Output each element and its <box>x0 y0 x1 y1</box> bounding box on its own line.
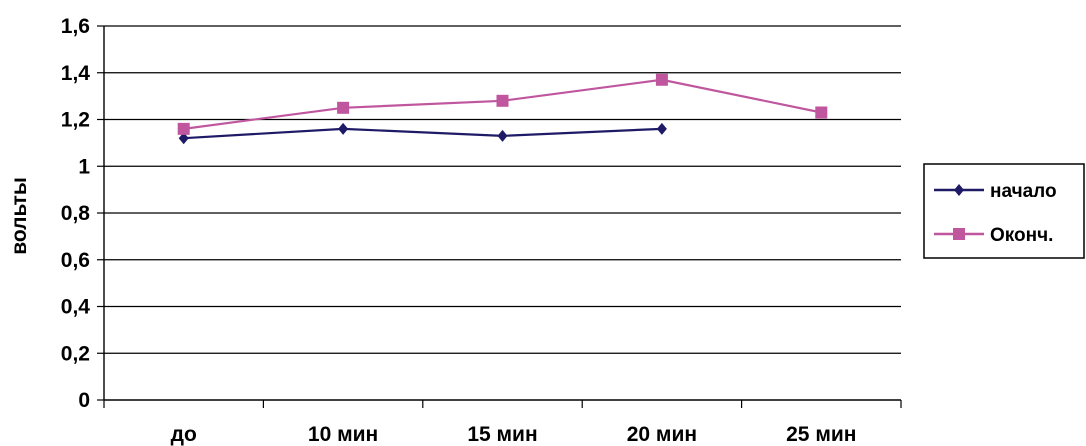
legend-label: Оконч. <box>990 225 1053 246</box>
y-tick-label: 0,2 <box>61 342 90 365</box>
axes <box>97 25 902 408</box>
y-tick-label: 1,6 <box>61 15 90 38</box>
series-1 <box>178 122 667 145</box>
y-axis-title: вольты <box>8 177 31 255</box>
x-tick-label: 15 мин <box>467 423 537 446</box>
legend-marker <box>954 184 964 196</box>
data-point <box>178 132 189 145</box>
y-tick-label: 0,4 <box>61 296 91 319</box>
y-tick-label: 0,8 <box>61 202 91 225</box>
data-point <box>815 106 828 119</box>
y-tick-label: 1,2 <box>61 109 90 132</box>
series-line <box>183 127 662 140</box>
y-tick-label: 1 <box>78 155 90 178</box>
data-point <box>177 122 190 135</box>
data-point <box>337 101 350 114</box>
legend: начало Оконч. <box>923 163 1085 259</box>
y-tick-label: 1,4 <box>61 62 91 85</box>
legend-label: начало <box>990 181 1057 202</box>
y-tick-label: 0,6 <box>61 249 90 272</box>
y-tick-labels: 0 0,2 0,4 0,6 0,8 1 1,2 1,4 1,6 <box>61 15 91 412</box>
x-tick-label: до <box>171 423 197 446</box>
legend-item: начало <box>934 181 1057 202</box>
legend-item: Оконч. <box>934 225 1053 246</box>
x-tick-label: 20 мин <box>627 423 697 446</box>
legend-marker <box>953 228 965 240</box>
data-point <box>497 129 508 142</box>
data-point <box>496 94 509 107</box>
series-2 <box>177 73 828 135</box>
legend-frame <box>923 163 1085 259</box>
series-layer <box>177 73 828 145</box>
gridlines <box>104 25 901 354</box>
x-tick-labels: до 10 мин 15 мин 20 мин 25 мин <box>171 423 857 446</box>
y-tick-label: 0 <box>78 389 90 412</box>
data-point <box>338 122 349 135</box>
data-point <box>655 73 668 86</box>
data-point <box>656 122 667 135</box>
x-tick-label: 10 мин <box>308 423 378 446</box>
x-tick-label: 25 мин <box>786 423 856 446</box>
